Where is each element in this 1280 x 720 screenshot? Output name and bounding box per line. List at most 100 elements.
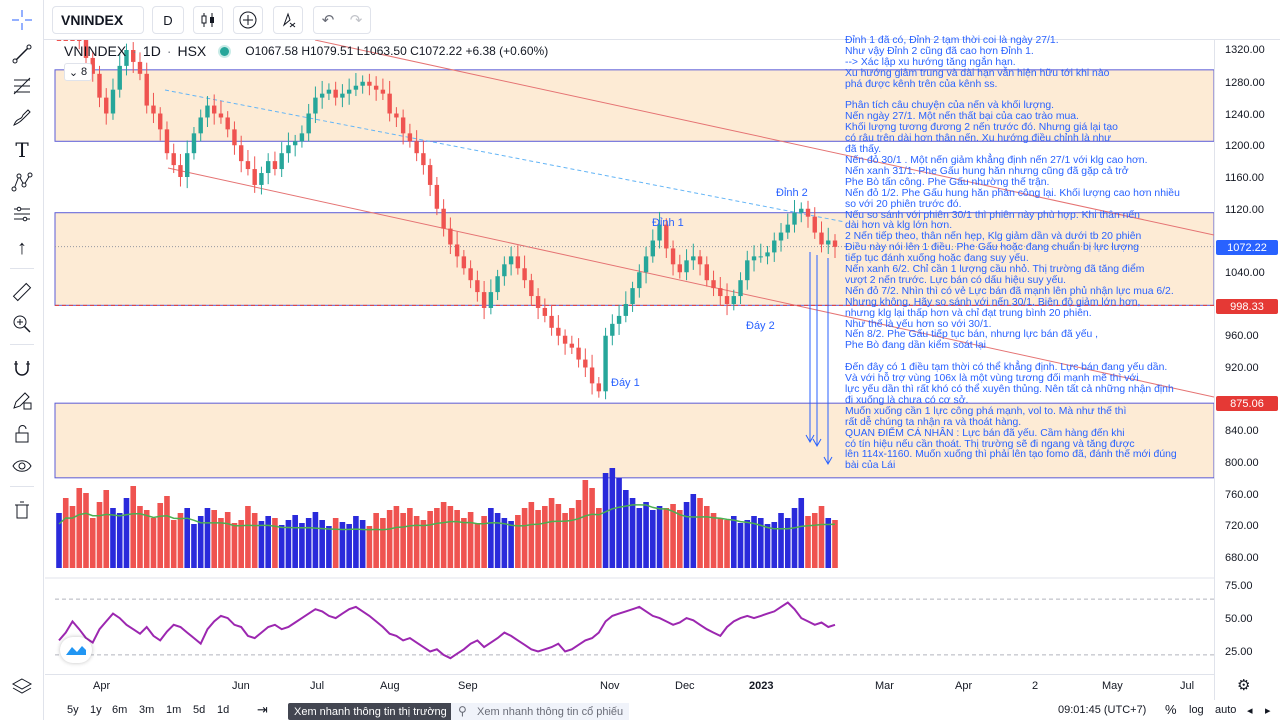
volume-bar xyxy=(825,518,832,568)
candle-body xyxy=(515,256,521,269)
volume-bar xyxy=(832,520,838,568)
date-range-icon[interactable]: ⇥ xyxy=(257,702,268,717)
volume-bar xyxy=(764,524,771,568)
volume-bar xyxy=(616,478,622,568)
text-tool[interactable]: T xyxy=(6,136,38,164)
lock-tool[interactable] xyxy=(6,420,38,448)
range-6m[interactable]: 6m xyxy=(112,704,128,716)
percent-scale[interactable]: % xyxy=(1165,702,1177,717)
text-icon: T xyxy=(15,138,29,162)
range-1y[interactable]: 1y xyxy=(90,704,102,716)
ruler-lines-icon xyxy=(14,206,30,222)
measure-tool[interactable] xyxy=(6,278,38,306)
chart-pane[interactable] xyxy=(45,40,1214,700)
analysis-note[interactable]: Đỉnh 1 đã có, Đỉnh 2 tạm thời coi là ngà… xyxy=(845,35,1180,472)
crosshair-tool[interactable] xyxy=(6,6,38,34)
zoom-in-icon xyxy=(13,315,31,333)
candle-body xyxy=(144,73,149,106)
volume-bar xyxy=(690,494,697,568)
volume-bar xyxy=(771,522,778,568)
log-scale[interactable]: log xyxy=(1189,704,1204,716)
label-day-2[interactable]: Đáy 2 xyxy=(746,320,775,332)
time-axis[interactable]: Apr Jun Jul Aug Sep Nov Dec 2023 Mar Apr… xyxy=(45,674,1250,696)
price-tick: 1240.00 xyxy=(1225,109,1265,121)
candle-body xyxy=(772,240,777,253)
range-5y[interactable]: 5y xyxy=(67,704,79,716)
forecast-tool[interactable] xyxy=(6,200,38,228)
market-news-button[interactable]: Xem nhanh thông tin thị trường xyxy=(288,703,453,720)
symbol-search-button[interactable]: VNINDEX xyxy=(52,6,144,34)
candle-body xyxy=(185,153,190,177)
label-dinh-1[interactable]: Đỉnh 1 xyxy=(652,217,684,229)
indicator-count: 8 xyxy=(81,66,88,78)
volume-bar xyxy=(312,512,319,568)
channel-line-lower xyxy=(167,167,1214,398)
legend-collapse-button[interactable]: ⌄ 8 xyxy=(64,63,92,81)
candle-body xyxy=(576,347,581,360)
time-tick: Nov xyxy=(600,680,620,692)
volume-bar xyxy=(231,523,238,568)
volume-bar xyxy=(278,525,285,568)
volume-bar xyxy=(521,508,528,568)
scroll-right-icon[interactable]: ▸ xyxy=(1265,705,1271,717)
time-tick: Sep xyxy=(458,680,478,692)
brush-tool[interactable] xyxy=(6,104,38,132)
candle-body xyxy=(610,323,615,336)
clock[interactable]: 09:01:45 (UTC+7) xyxy=(1058,704,1147,716)
volume-bar xyxy=(292,515,298,568)
label-day-1[interactable]: Đáy 1 xyxy=(611,377,640,389)
scroll-left-icon[interactable]: ◂ xyxy=(1247,705,1253,717)
volume-bar xyxy=(683,502,690,568)
redo-icon[interactable]: ↷ xyxy=(349,12,363,29)
volume-bar xyxy=(272,518,278,568)
range-3m[interactable]: 3m xyxy=(139,704,155,716)
candle-body xyxy=(340,93,345,98)
candle-body xyxy=(589,367,595,384)
candle-body xyxy=(684,260,689,273)
range-1d[interactable]: 1d xyxy=(217,704,230,716)
arrow-tool[interactable]: ↑ xyxy=(6,234,38,262)
settings-gear-icon[interactable]: ⚙ xyxy=(1237,677,1251,694)
price-chart[interactable] xyxy=(45,40,1214,674)
zoom-tool[interactable] xyxy=(6,310,38,338)
undo-icon[interactable]: ↶ xyxy=(321,12,335,29)
volume-bar xyxy=(319,520,325,568)
magnet-tool[interactable] xyxy=(6,354,38,382)
chart-type-button[interactable] xyxy=(193,6,223,34)
candle-body xyxy=(724,296,730,304)
visibility-tool[interactable] xyxy=(6,452,38,480)
volume-bar xyxy=(353,516,359,568)
label-dinh-2[interactable]: Đỉnh 2 xyxy=(776,187,808,199)
alert-button[interactable] xyxy=(273,6,303,34)
trendline-tool[interactable] xyxy=(6,40,38,68)
remove-drawings-tool[interactable] xyxy=(6,496,38,524)
lock-drawing-tool[interactable] xyxy=(6,386,38,414)
candle-body xyxy=(812,216,817,233)
pattern-tool[interactable] xyxy=(6,168,38,196)
auto-scale[interactable]: auto xyxy=(1215,704,1237,716)
unlock-icon xyxy=(15,425,29,443)
volume-bar xyxy=(589,488,595,568)
price-axis[interactable]: 1320.00 1280.00 1240.00 1200.00 1160.00 … xyxy=(1214,40,1280,700)
candles-icon xyxy=(201,13,214,27)
volume-bar xyxy=(623,490,629,568)
fib-tool[interactable] xyxy=(6,72,38,100)
rsi-line xyxy=(58,601,836,660)
object-tree-button[interactable] xyxy=(6,674,38,700)
range-1m[interactable]: 1m xyxy=(166,704,182,716)
tradingview-logo[interactable] xyxy=(60,637,92,663)
add-indicator-button[interactable] xyxy=(233,6,263,34)
volume-bar xyxy=(555,504,562,568)
range-5d[interactable]: 5d xyxy=(193,704,206,716)
legend-ohlc: O1067.58 H1079.51 L1063.50 C1072.22 +6.3… xyxy=(245,44,549,58)
price-tick: 1160.00 xyxy=(1225,172,1264,184)
stock-news-search[interactable]: ⚲ Xem nhanh thông tin cổ phiếu xyxy=(451,703,630,720)
candle-body xyxy=(704,264,709,281)
separator xyxy=(10,486,34,487)
candle-body xyxy=(785,224,790,233)
volume-bar xyxy=(245,506,251,568)
interval-button[interactable]: D xyxy=(152,6,184,34)
volume-bar xyxy=(569,508,575,568)
rsi-tick: 25.00 xyxy=(1225,646,1253,658)
down-arrow-head xyxy=(812,438,822,448)
